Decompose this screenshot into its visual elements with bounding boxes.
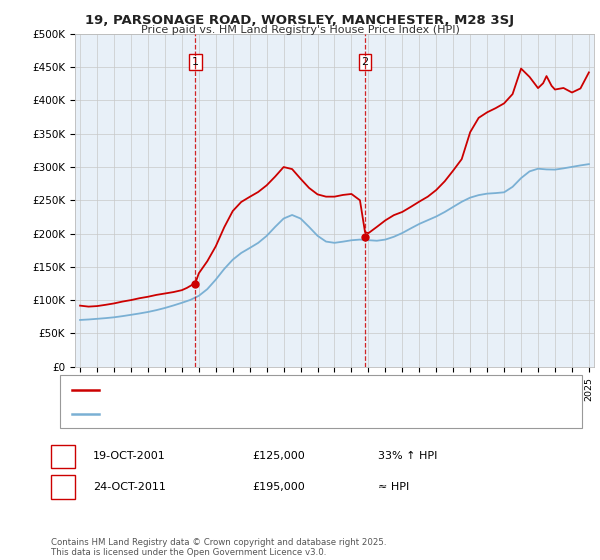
Text: HPI: Average price, detached house, Salford: HPI: Average price, detached house, Salf… [103,408,323,418]
Text: 1: 1 [59,450,67,463]
Text: £125,000: £125,000 [252,451,305,461]
Text: 19, PARSONAGE ROAD, WORSLEY, MANCHESTER, M28 3SJ (detached house): 19, PARSONAGE ROAD, WORSLEY, MANCHESTER,… [103,385,483,395]
Text: £195,000: £195,000 [252,482,305,492]
Text: ≈ HPI: ≈ HPI [378,482,409,492]
Text: 33% ↑ HPI: 33% ↑ HPI [378,451,437,461]
Text: 2: 2 [361,57,368,67]
Text: 1: 1 [192,57,199,67]
Text: 2: 2 [59,480,67,494]
Text: Contains HM Land Registry data © Crown copyright and database right 2025.
This d: Contains HM Land Registry data © Crown c… [51,538,386,557]
Text: 19-OCT-2001: 19-OCT-2001 [93,451,166,461]
Text: 24-OCT-2011: 24-OCT-2011 [93,482,166,492]
Text: 19, PARSONAGE ROAD, WORSLEY, MANCHESTER, M28 3SJ: 19, PARSONAGE ROAD, WORSLEY, MANCHESTER,… [85,14,515,27]
Text: Price paid vs. HM Land Registry's House Price Index (HPI): Price paid vs. HM Land Registry's House … [140,25,460,35]
